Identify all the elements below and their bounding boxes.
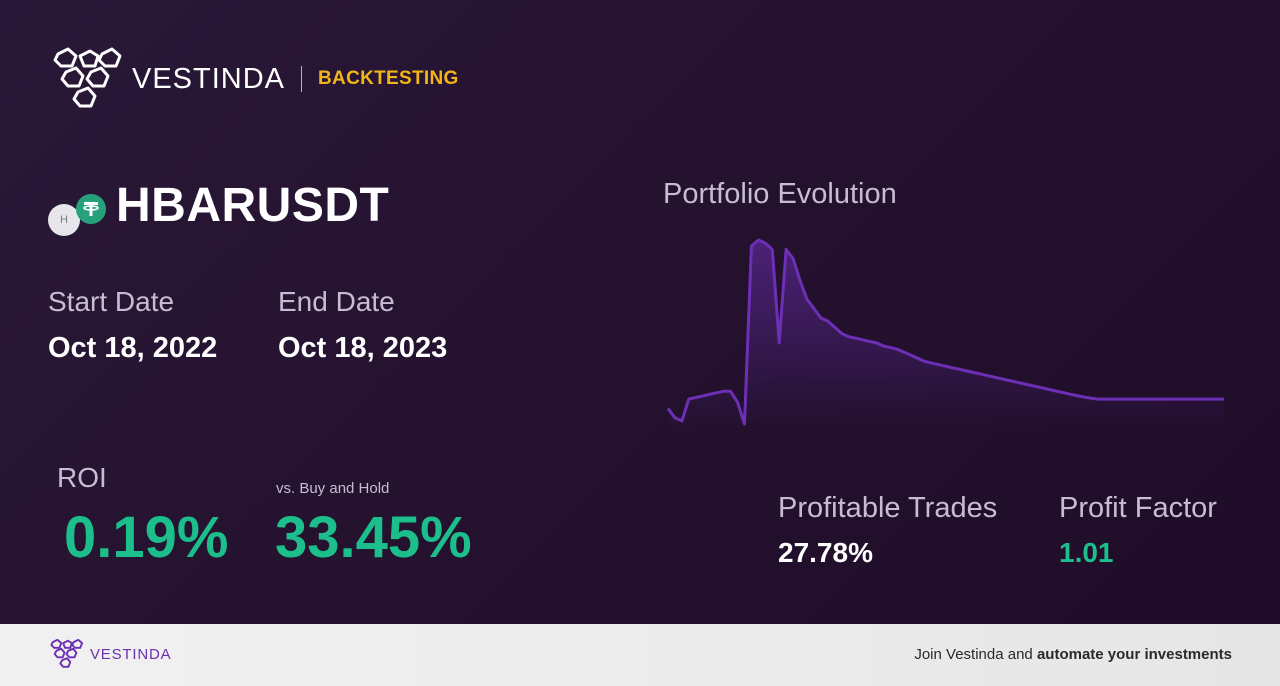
brand-divider xyxy=(301,66,303,92)
chart-title: Portfolio Evolution xyxy=(663,178,897,210)
profitable-trades-value: 27.78% xyxy=(778,537,873,568)
pair-coins: H xyxy=(48,181,110,236)
footer-cta[interactable]: Join Vestinda and automate your investme… xyxy=(914,646,1232,663)
portfolio-chart xyxy=(666,238,1224,432)
start-date-value: Oct 18, 2022 xyxy=(48,332,218,364)
hbar-coin-icon: H xyxy=(48,203,80,236)
brand-tag: BACKTESTING xyxy=(318,68,459,89)
end-date-block: End Date Oct 18, 2023 xyxy=(278,286,447,365)
tether-icon xyxy=(76,193,106,224)
backtest-card: VESTINDA BACKTESTING H HBARUSDT Start Da… xyxy=(0,0,1280,624)
portfolio-area xyxy=(668,240,1224,432)
roi-value: 0.19% xyxy=(64,505,229,570)
footer-brand[interactable]: VESTINDA xyxy=(48,638,171,670)
profitable-trades-stat: Profitable Trades 27.78% xyxy=(778,492,997,569)
end-date-value: Oct 18, 2023 xyxy=(278,332,448,364)
start-date-label: Start Date xyxy=(48,286,175,317)
brand-name: VESTINDA xyxy=(132,62,286,95)
trading-pair: H HBARUSDT xyxy=(48,178,390,236)
start-date-block: Start Date Oct 18, 2022 xyxy=(48,286,217,365)
vestinda-footer-logo-icon xyxy=(50,638,84,668)
footer-cta-prefix: Join Vestinda and xyxy=(914,646,1037,663)
footer-cta-bold: automate your investments xyxy=(1036,646,1232,663)
footer: VESTINDA Join Vestinda and automate your… xyxy=(0,624,1280,686)
profit-factor-label: Profit Factor xyxy=(1059,492,1217,524)
pair-symbol: HBARUSDT xyxy=(116,179,390,232)
header-brand[interactable]: VESTINDA BACKTESTING xyxy=(48,46,459,112)
vs-buy-hold-label: vs. Buy and Hold xyxy=(276,480,390,497)
end-date-label: End Date xyxy=(278,286,395,317)
vestinda-logo-icon xyxy=(53,47,122,108)
portfolio-line xyxy=(666,238,1224,426)
profit-factor-value: 1.01 xyxy=(1059,537,1114,568)
profit-factor-stat: Profit Factor 1.01 xyxy=(1059,492,1217,569)
vs-buy-hold-value: 33.45% xyxy=(275,505,472,570)
profitable-trades-label: Profitable Trades xyxy=(778,492,998,524)
footer-brand-name: VESTINDA xyxy=(90,645,172,663)
roi-label: ROI xyxy=(57,462,107,493)
